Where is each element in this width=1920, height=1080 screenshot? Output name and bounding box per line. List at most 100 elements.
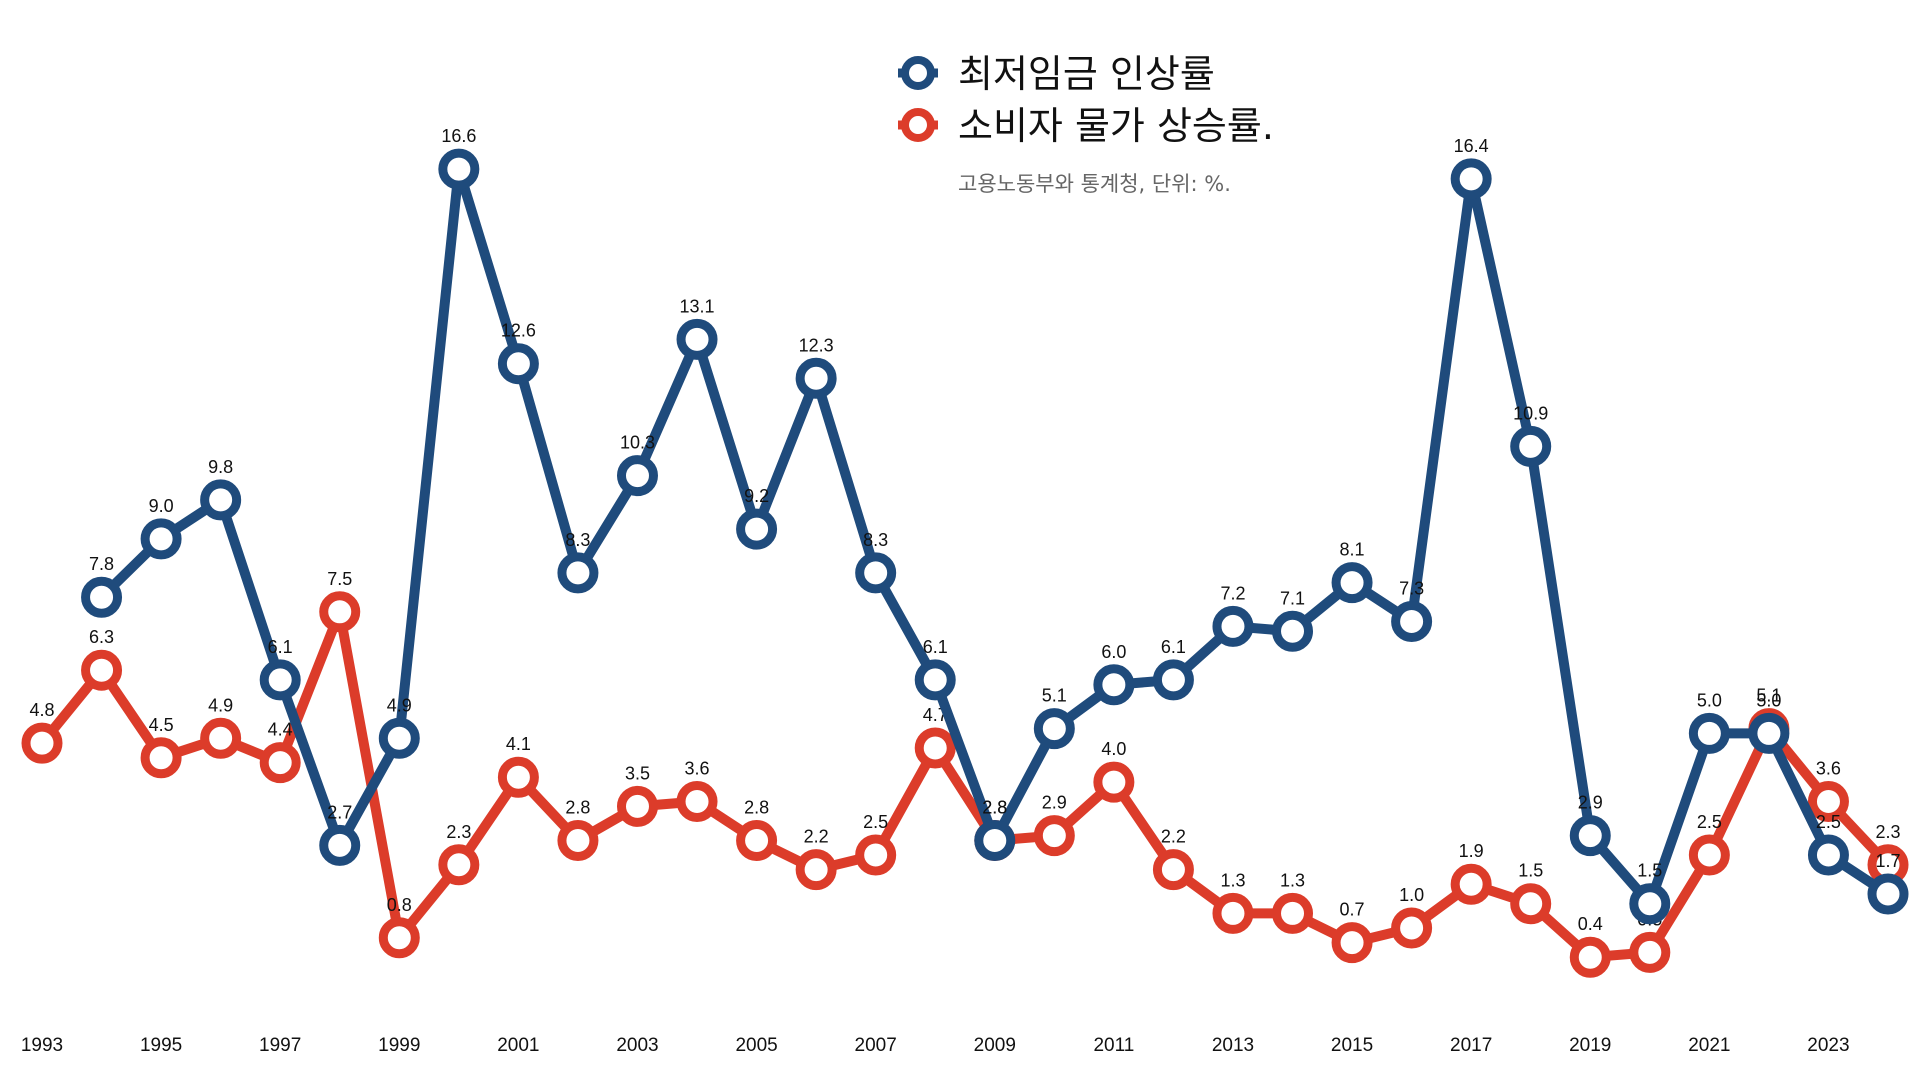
data-label-cpi-1993: 4.8 <box>29 700 54 720</box>
point-wage-2024 <box>1867 873 1909 915</box>
data-label-wage-2012: 6.1 <box>1161 637 1186 657</box>
data-label-cpi-2003: 3.5 <box>625 763 650 783</box>
point-wage-2009 <box>974 819 1016 861</box>
data-label-cpi-2022: 5.1 <box>1756 686 1781 706</box>
point-wage-2003 <box>616 455 658 497</box>
x-axis-ticks: 1993 1995 1997 1999 2001 2003 2005 2007 2009 2011… <box>21 1035 1850 1056</box>
point-cpi-1998 <box>319 591 361 633</box>
data-label-cpi-2005: 2.8 <box>744 797 769 817</box>
point-cpi-2010 <box>1033 815 1075 857</box>
data-label-wage-1999: 4.9 <box>387 695 412 715</box>
point-wage-2023 <box>1807 834 1849 876</box>
point-cpi-2014 <box>1272 892 1314 934</box>
x-tick-label-2001: 2001 <box>497 1035 539 1056</box>
series-cpi: 4.8 6.3 4.5 4.9 4.4 7.5 0.8 2.3 4.1 2.8 3.5 3.6 2.8 2… <box>21 569 1909 978</box>
data-label-cpi-1995: 4.5 <box>149 715 174 735</box>
point-cpi-2021 <box>1688 834 1730 876</box>
data-label-cpi-1997: 4.4 <box>268 720 293 740</box>
point-wage-2000 <box>438 148 480 190</box>
data-label-wage-2018: 10.9 <box>1513 403 1548 423</box>
data-label-wage-2019: 2.9 <box>1578 793 1603 813</box>
data-label-wage-2024: 1.7 <box>1875 851 1900 871</box>
point-cpi-2006 <box>795 849 837 891</box>
legend-marker-cpi <box>901 108 935 142</box>
legend-item-cpi: 소비자 물가 상승률. <box>898 104 1274 148</box>
point-cpi-1996 <box>200 717 242 759</box>
point-wage-2005 <box>736 508 778 550</box>
point-wage-1998 <box>319 824 361 866</box>
data-label-cpi-2023: 3.6 <box>1816 759 1841 779</box>
x-tick-label-2013: 2013 <box>1212 1035 1254 1056</box>
point-cpi-2020 <box>1629 931 1671 973</box>
x-tick-label-2009: 2009 <box>974 1035 1016 1056</box>
data-label-cpi-2013: 1.3 <box>1220 870 1245 890</box>
point-cpi-2017 <box>1450 863 1492 905</box>
data-label-cpi-1996: 4.9 <box>208 695 233 715</box>
point-wage-2013 <box>1212 605 1254 647</box>
data-label-cpi-2019: 0.4 <box>1578 914 1603 934</box>
x-tick-label-1999: 1999 <box>378 1035 420 1056</box>
data-label-wage-2013: 7.2 <box>1220 583 1245 603</box>
point-wage-2008 <box>914 659 956 701</box>
point-cpi-1995 <box>140 737 182 779</box>
point-wage-2002 <box>557 552 599 594</box>
point-wage-2006 <box>795 357 837 399</box>
legend: 최저임금 인상률 소비자 물가 상승률. 고용노동부와 통계청, 단위: %. <box>898 52 1274 196</box>
x-tick-label-2007: 2007 <box>855 1035 897 1056</box>
data-label-wage-2001: 12.6 <box>501 321 536 341</box>
point-wage-1999 <box>378 717 420 759</box>
point-wage-1997 <box>259 659 301 701</box>
data-label-cpi-2021: 2.5 <box>1697 812 1722 832</box>
data-label-cpi-2015: 0.7 <box>1340 900 1365 920</box>
x-tick-label-1995: 1995 <box>140 1035 182 1056</box>
data-label-wage-1994: 7.8 <box>89 554 114 574</box>
x-tick-label-2017: 2017 <box>1450 1035 1492 1056</box>
point-wage-2022 <box>1748 712 1790 754</box>
data-label-wage-1997: 6.1 <box>268 637 293 657</box>
point-wage-2021 <box>1688 712 1730 754</box>
point-cpi-2023 <box>1807 781 1849 823</box>
point-wage-2001 <box>497 343 539 385</box>
data-label-cpi-2011: 4.0 <box>1101 739 1126 759</box>
data-label-cpi-2002: 2.8 <box>565 797 590 817</box>
point-wage-2014 <box>1272 610 1314 652</box>
point-wage-2004 <box>676 318 718 360</box>
x-tick-label-2005: 2005 <box>735 1035 777 1056</box>
point-cpi-1994 <box>81 649 123 691</box>
point-wage-2011 <box>1093 664 1135 706</box>
data-label-wage-2007: 8.3 <box>863 530 888 550</box>
legend-item-wage: 최저임금 인상률 <box>898 52 1215 96</box>
data-label-cpi-2012: 2.2 <box>1161 827 1186 847</box>
data-label-wage-2021: 5.0 <box>1697 690 1722 710</box>
legend-marker-wage <box>901 56 935 90</box>
x-tick-label-2019: 2019 <box>1569 1035 1611 1056</box>
x-tick-label-1993: 1993 <box>21 1035 63 1056</box>
data-label-cpi-2001: 4.1 <box>506 734 531 754</box>
data-label-cpi-2000: 2.3 <box>446 822 471 842</box>
data-label-wage-2009: 2.8 <box>982 797 1007 817</box>
x-tick-label-2021: 2021 <box>1688 1035 1730 1056</box>
series-line-wage <box>96 164 1893 909</box>
data-label-cpi-2007: 2.5 <box>863 812 888 832</box>
data-label-wage-2004: 13.1 <box>680 296 715 316</box>
data-label-wage-2014: 7.1 <box>1280 588 1305 608</box>
data-label-wage-2022: 5.0 <box>1756 690 1781 710</box>
point-wage-2012 <box>1152 659 1194 701</box>
series-wage: 7.8 9.0 9.8 6.1 2.7 4.9 16.6 12.6 8.3 10.3 13.1 9.2… <box>81 126 1909 925</box>
x-tick-label-2023: 2023 <box>1807 1035 1849 1056</box>
point-cpi-1999 <box>378 917 420 959</box>
data-label-cpi-1998: 7.5 <box>327 569 352 589</box>
data-label-cpi-2016: 1.0 <box>1399 885 1424 905</box>
point-wage-2015 <box>1331 562 1373 604</box>
point-cpi-2003 <box>616 785 658 827</box>
data-label-wage-2010: 5.1 <box>1042 686 1067 706</box>
point-cpi-2001 <box>497 756 539 798</box>
point-cpi-1993 <box>21 722 63 764</box>
point-cpi-2015 <box>1331 922 1373 964</box>
data-label-wage-2005: 9.2 <box>744 486 769 506</box>
data-label-cpi-2017: 1.9 <box>1459 841 1484 861</box>
data-label-cpi-2010: 2.9 <box>1042 793 1067 813</box>
data-label-wage-1995: 9.0 <box>149 496 174 516</box>
data-label-wage-2008: 6.1 <box>923 637 948 657</box>
